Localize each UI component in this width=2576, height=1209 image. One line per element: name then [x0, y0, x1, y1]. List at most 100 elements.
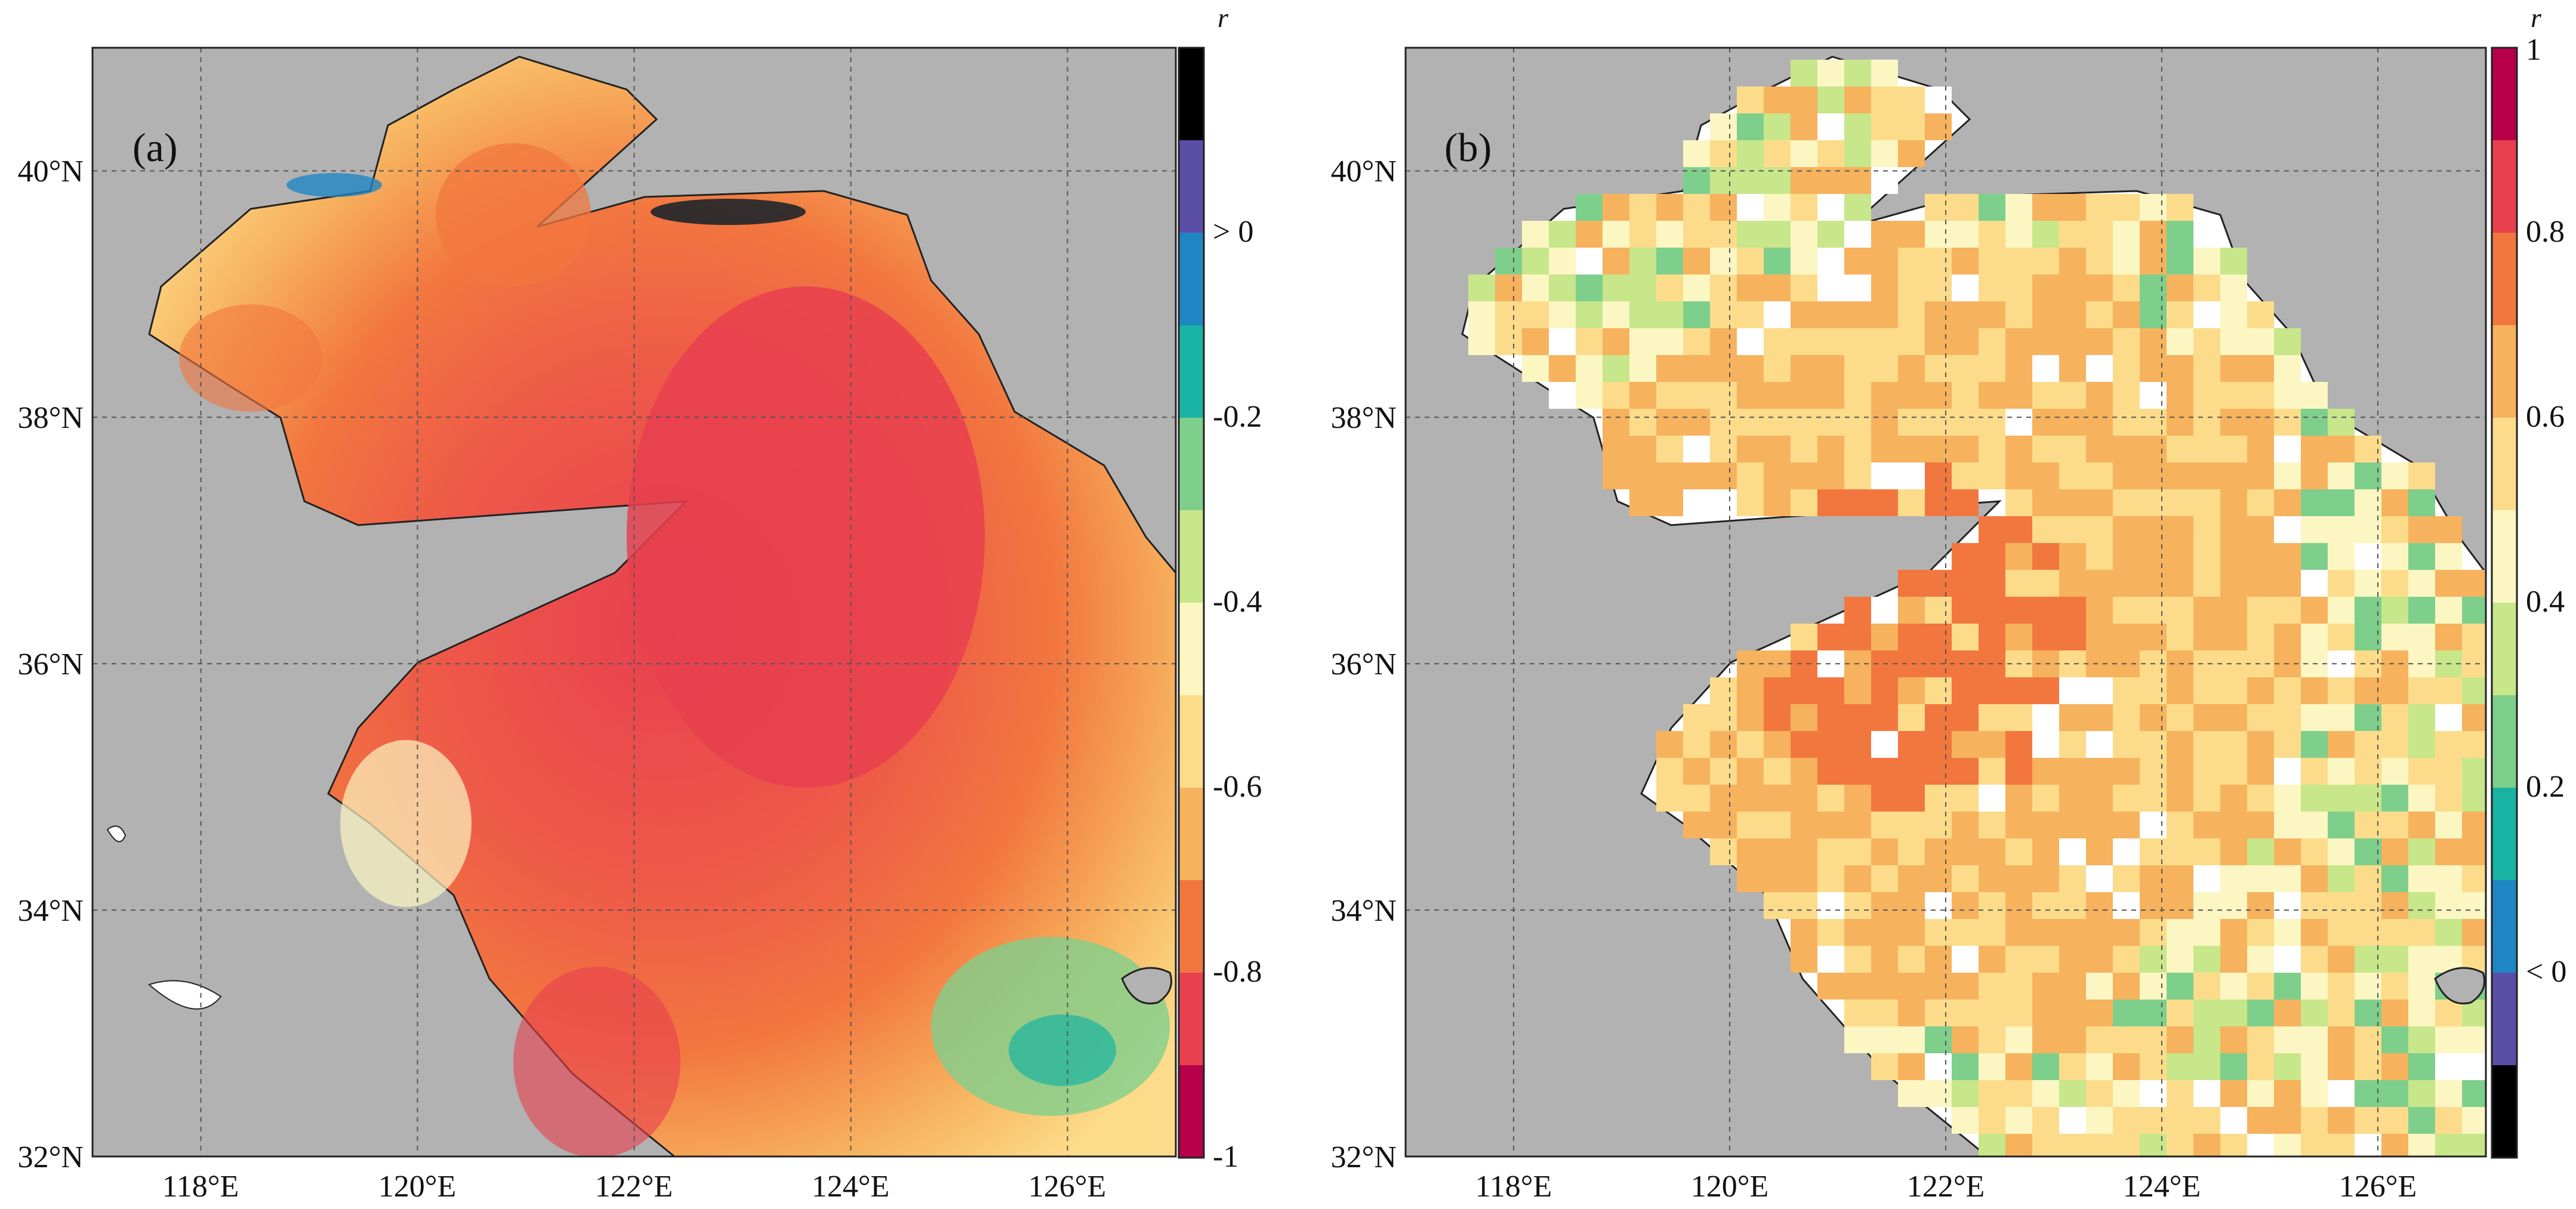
grid-cell	[1576, 328, 1603, 355]
grid-cell	[1764, 355, 1791, 382]
grid-cell	[1576, 248, 1603, 275]
grid-cell	[2086, 946, 2113, 973]
grid-cell	[2059, 704, 2086, 731]
grid-cell	[2005, 194, 2032, 221]
grid-cell	[2220, 248, 2247, 275]
grid-cell	[1764, 785, 1791, 812]
grid-cell	[2328, 489, 2355, 516]
grid-cell	[2059, 946, 2086, 973]
grid-cell	[2355, 543, 2381, 570]
grid-cell	[2274, 973, 2301, 1000]
grid-cell	[2193, 731, 2220, 758]
grid-cell	[1898, 248, 1925, 275]
grid-cell	[1844, 597, 1871, 624]
grid-cell	[1925, 570, 1952, 597]
grid-cell	[1871, 785, 1898, 812]
grid-cell	[1656, 275, 1683, 301]
grid-cell	[1925, 221, 1952, 248]
grid-cell	[1576, 221, 1603, 248]
grid-cell	[1764, 704, 1791, 731]
colorbar-a-swatches	[1179, 48, 1204, 1158]
grid-cell	[1764, 221, 1791, 248]
grid-cell	[1979, 919, 2005, 946]
grid-cell	[2435, 597, 2462, 624]
grid-cell	[1817, 221, 1844, 248]
grid-cell	[2220, 409, 2247, 436]
grid-cell	[2140, 1053, 2167, 1080]
grid-cell	[2274, 892, 2301, 919]
grid-cell	[1925, 973, 1952, 1000]
grid-cell	[2193, 812, 2220, 838]
grid-cell	[2408, 624, 2435, 650]
grid-cell	[1979, 838, 2005, 865]
grid-cell	[1844, 436, 1871, 462]
grid-cell	[1871, 462, 1898, 489]
grid-cell	[2005, 436, 2032, 462]
grid-cell	[2086, 704, 2113, 731]
grid-cell	[1603, 221, 1629, 248]
grid-cell	[2274, 946, 2301, 973]
grid-cell	[2193, 328, 2220, 355]
grid-cell	[1844, 624, 1871, 650]
grid-cell	[2193, 973, 2220, 1000]
grid-cell	[2193, 677, 2220, 704]
grid-cell	[1683, 409, 1710, 436]
grid-cell	[1549, 248, 1576, 275]
grid-cell	[2247, 650, 2274, 677]
grid-cell	[2193, 597, 2220, 624]
grid-cell	[2032, 812, 2059, 838]
colorbar-swatch	[2492, 1065, 2517, 1158]
colorbar-swatch	[1179, 880, 1204, 973]
grid-cell	[1737, 462, 1764, 489]
grid-cell	[1710, 382, 1737, 409]
grid-cell	[2220, 838, 2247, 865]
grid-cell	[2140, 462, 2167, 489]
grid-cell	[2381, 1026, 2408, 1053]
grid-cell	[2247, 892, 2274, 919]
grid-cell	[2059, 919, 2086, 946]
grid-cell	[1603, 436, 1629, 462]
grid-cell	[2005, 758, 2032, 785]
grid-cell	[1898, 489, 1925, 516]
panel-b-lat-tick: 34°N	[1331, 894, 1397, 928]
grid-cell	[2140, 1107, 2167, 1134]
grid-cell	[2086, 409, 2113, 436]
grid-cell	[1683, 704, 1710, 731]
grid-cell	[2140, 1080, 2167, 1107]
grid-cell	[2274, 570, 2301, 597]
grid-cell	[1925, 409, 1952, 436]
grid-cell	[2247, 1080, 2274, 1107]
grid-cell	[2059, 301, 2086, 328]
grid-cell	[2435, 516, 2462, 543]
grid-cell	[2381, 812, 2408, 838]
grid-cell	[2408, 892, 2435, 919]
grid-cell	[2355, 462, 2381, 489]
grid-cell	[2408, 919, 2435, 946]
grid-cell	[2113, 677, 2140, 704]
grid-cell	[2032, 275, 2059, 301]
grid-cell	[2005, 1053, 2032, 1080]
grid-cell	[1791, 328, 1817, 355]
grid-cell	[1871, 275, 1898, 301]
grid-cell	[2408, 597, 2435, 624]
grid-cell	[2167, 946, 2193, 973]
grid-cell	[2220, 650, 2247, 677]
grid-cell	[2328, 838, 2355, 865]
grid-cell	[1952, 973, 1979, 1000]
grid-cell	[2193, 382, 2220, 409]
grid-cell	[2113, 785, 2140, 812]
grid-cell	[2140, 275, 2167, 301]
grid-cell	[2355, 1026, 2381, 1053]
grid-cell	[2355, 516, 2381, 543]
grid-cell	[2167, 1026, 2193, 1053]
grid-cell	[2328, 570, 2355, 597]
grid-cell	[1898, 919, 1925, 946]
grid-cell	[1710, 167, 1737, 194]
grid-cell	[2005, 248, 2032, 275]
grid-cell	[2140, 543, 2167, 570]
grid-cell	[2274, 677, 2301, 704]
grid-cell	[2113, 1080, 2140, 1107]
grid-cell	[1898, 973, 1925, 1000]
grid-cell	[2167, 838, 2193, 865]
grid-cell	[1817, 87, 1844, 113]
